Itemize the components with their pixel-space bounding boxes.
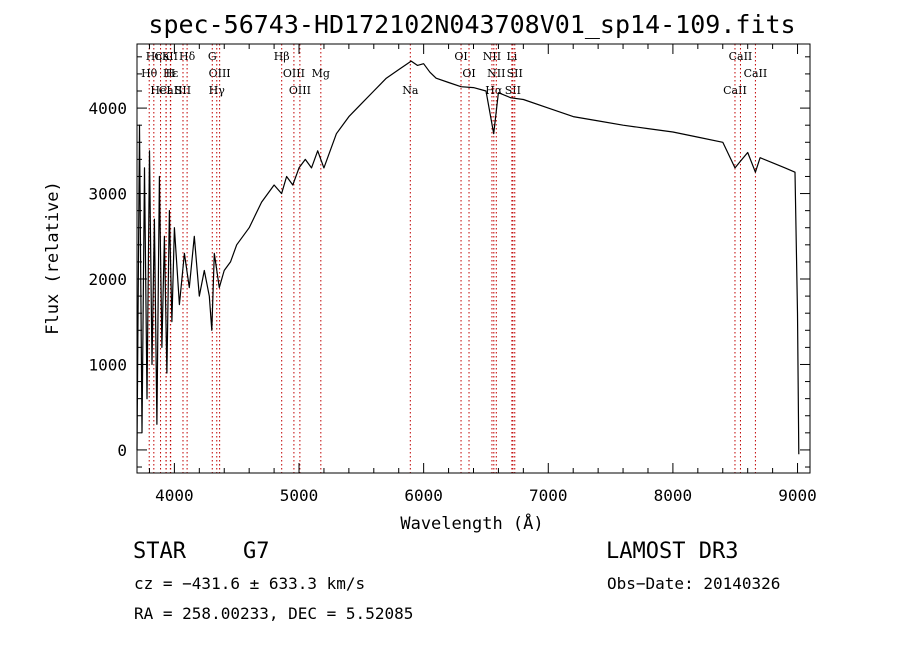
y-tick-label: 2000 [88,270,127,289]
x-tick-label: 5000 [280,486,319,505]
x-tick-label: 9000 [778,486,817,505]
line-label: HeI [150,84,170,97]
line-label: Na [402,84,419,97]
x-axis: 4000 5000 6000 7000 8000 9000 [148,44,817,505]
object-type: STAR [133,539,186,564]
y-tick-label: 0 [117,441,127,460]
line-label: Hγ [209,84,226,97]
line-label: H [166,67,176,80]
line-label: Mg [312,67,330,80]
line-label: CaII [723,84,747,97]
line-label: Hη [146,50,162,63]
obs-date-line: Obs−Date: 20140326 [607,574,781,593]
y-tick-label: 4000 [88,99,127,118]
line-label: SII [505,84,521,97]
line-label: CaII [729,50,753,63]
line-label: OIII [289,84,311,97]
y-tick-label: 3000 [88,185,127,204]
plot-frame [136,43,811,474]
line-label: SII [175,84,191,97]
y-tick-label: 1000 [88,355,127,374]
redshift-line: cz = −431.6 ± 633.3 km/s [134,574,366,593]
line-label: Hα [485,84,503,97]
line-label: Hδ [179,50,196,63]
y-axis-label: Flux (relative) [43,181,63,335]
line-label: Hβ [274,50,290,63]
line-label: NII [487,67,505,80]
line-label: OI [454,50,467,63]
spectral-subclass: G7 [243,539,270,564]
x-tick-label: 7000 [529,486,568,505]
line-label: CaII [744,67,768,80]
line-label: OIII [283,67,305,80]
spectrum-line [136,60,800,455]
line-label: OI [462,67,475,80]
line-label: NII [483,50,501,63]
line-markers: CaIIHθCaIIHηHεHeIKHSIIHδOIIIHγGOIIIOIIIH… [141,44,767,473]
line-label: CaII [159,84,183,97]
line-label: G [208,50,217,63]
x-tick-label: 4000 [155,486,194,505]
line-label: OIII [209,67,231,80]
x-axis-label: Wavelength (Å) [400,512,543,534]
survey-name: LAMOST DR3 [606,539,739,564]
chart-title: spec-56743-HD172102N043708V01_sp14-109.f… [148,10,795,39]
coordinates-line: RA = 258.00233, DEC = 5.52085 [134,604,414,623]
line-label: Hθ [141,67,158,80]
x-tick-label: 6000 [404,486,443,505]
y-axis: 0 1000 2000 3000 4000 [88,56,810,468]
line-label: SII [507,67,523,80]
x-tick-label: 8000 [654,486,693,505]
line-label: Li [506,50,517,63]
line-label: K [162,50,171,63]
